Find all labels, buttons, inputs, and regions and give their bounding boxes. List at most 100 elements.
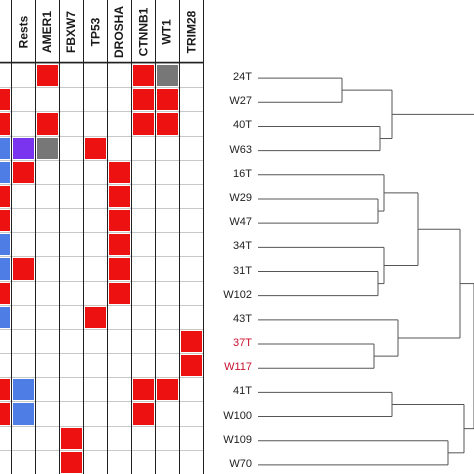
matrix-cell [109,162,130,183]
matrix-cell [109,307,130,328]
matrix-cell [13,283,34,304]
matrix-cell [181,283,202,304]
matrix-cell [0,258,10,280]
matrix-cell [61,403,82,425]
matrix-cell [181,234,202,255]
matrix-cell [109,113,130,135]
matrix-cell [0,234,10,255]
matrix-cell [109,258,130,280]
matrix-cell [133,307,154,328]
matrix-cell [0,89,10,110]
sample-label: W100 [223,409,252,422]
matrix-cell [85,283,106,304]
matrix-cell [61,331,82,352]
matrix-cell [37,307,58,328]
matrix-cell [37,113,58,135]
matrix-cell [37,331,58,352]
matrix-cell [37,89,58,110]
sample-label: W29 [229,191,252,204]
matrix-cell [0,379,10,400]
matrix-cell [181,186,202,207]
matrix-cell [61,210,82,231]
sample-label: 34T [233,240,252,253]
matrix-cell [37,283,58,304]
matrix-cell [181,162,202,183]
matrix-cell [157,113,178,135]
matrix-cell [133,113,154,135]
matrix-cell [85,186,106,207]
matrix-cell [133,403,154,425]
sample-label: W63 [229,143,252,156]
matrix-cell [0,403,10,425]
matrix-cell [61,307,82,328]
matrix-cell [61,234,82,255]
matrix-cell [157,162,178,183]
matrix-cell [109,452,130,473]
matrix-cell [37,379,58,400]
matrix-cell [61,162,82,183]
matrix-cell [157,331,178,352]
matrix-cell [85,138,106,159]
matrix-cell [0,331,10,352]
sample-label: W47 [229,216,252,229]
matrix-cell [133,258,154,280]
matrix-cell [85,379,106,400]
matrix-cell [181,379,202,400]
matrix-cell [133,89,154,110]
matrix-cell [0,138,10,159]
matrix-cell [85,428,106,449]
matrix-cell [85,65,106,86]
matrix-cell [0,452,10,473]
matrix-cell [0,186,10,207]
matrix-cell [85,234,106,255]
matrix-cell [61,138,82,159]
matrix-cell [37,234,58,255]
matrix-cell [109,65,130,86]
matrix-cell [61,452,82,473]
matrix-cell [85,162,106,183]
matrix-cell [0,283,10,304]
matrix-cell [85,331,106,352]
matrix-cell [133,283,154,304]
matrix-cell [37,428,58,449]
matrix-cell [85,355,106,376]
matrix-cell [85,307,106,328]
matrix-cell [85,210,106,231]
matrix-cell [37,162,58,183]
matrix-cell [109,355,130,376]
matrix-cell [61,65,82,86]
sample-label: W70 [229,457,252,470]
matrix-cell [157,138,178,159]
matrix-cell [109,379,130,400]
matrix-cell [133,186,154,207]
matrix-cell [61,113,82,135]
matrix-cell [157,403,178,425]
matrix-cell [181,65,202,86]
matrix-cell [133,452,154,473]
matrix-cell [37,138,58,159]
matrix-cell [37,452,58,473]
matrix-cell [61,186,82,207]
matrix-cell [37,403,58,425]
matrix-cell [181,258,202,280]
matrix-cell [61,283,82,304]
matrix-cell [13,307,34,328]
matrix-cell [157,186,178,207]
sample-label: 40T [233,119,252,132]
matrix-cell [181,113,202,135]
matrix-cell [181,331,202,352]
matrix-cell [181,210,202,231]
matrix-cell [133,331,154,352]
matrix-cell [157,283,178,304]
matrix-cell [133,210,154,231]
matrix-cell [61,379,82,400]
matrix-cell [133,234,154,255]
sample-label: 24T [233,71,252,84]
matrix-cell [181,307,202,328]
matrix-cell [85,89,106,110]
matrix-cell [157,210,178,231]
matrix-cell [157,65,178,86]
matrix-cell [13,162,34,183]
